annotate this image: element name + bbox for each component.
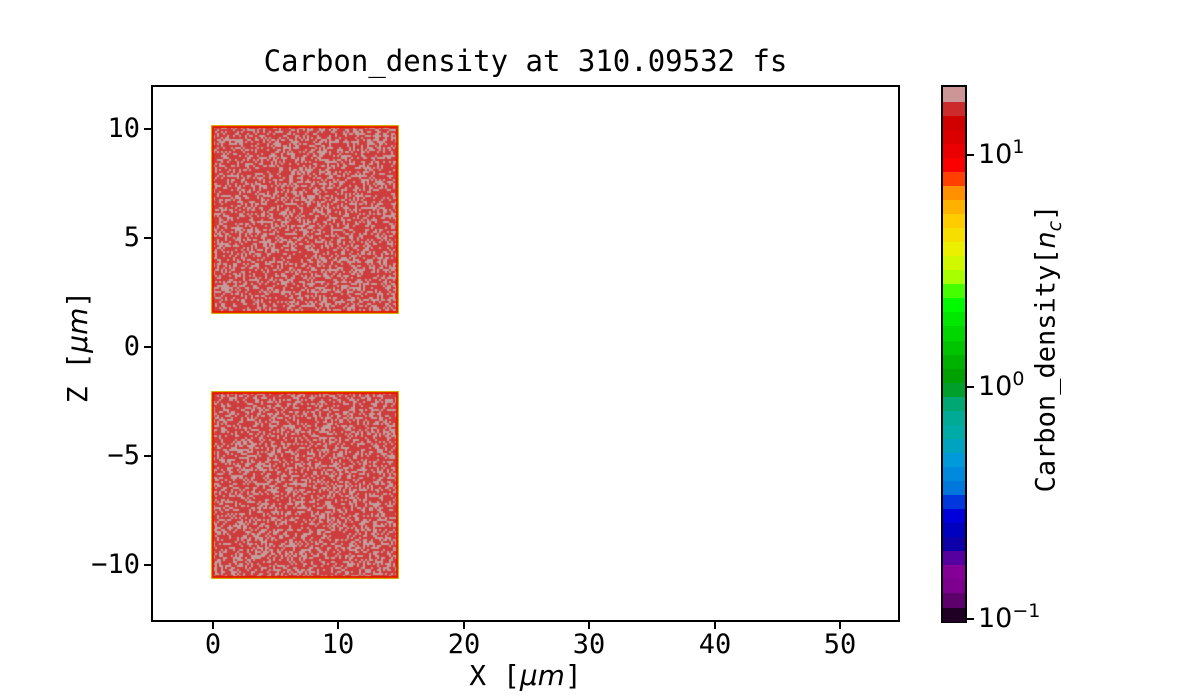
x-tick-label: 50 (823, 629, 857, 660)
colorbar-band (943, 606, 965, 622)
y-tick-label: 10 (107, 113, 140, 144)
x-axis-label-close: ] (564, 659, 582, 692)
x-axis-label-unit: μm (519, 659, 565, 692)
x-tick-label: 10 (321, 629, 355, 660)
colorbar-band (943, 382, 965, 397)
colorbar-band (943, 129, 965, 144)
x-axis-label: X [μm] (151, 658, 900, 694)
y-axis-label: Z [μm] (60, 197, 96, 497)
colorbar-band (943, 550, 965, 566)
colorbar-band (943, 143, 965, 158)
colorbar-band (943, 185, 965, 200)
colorbar-tick-mark (967, 618, 974, 620)
y-tick-mark (144, 346, 151, 348)
colorbar-label-close: ] (1030, 204, 1062, 221)
x-tick-mark (463, 622, 465, 629)
x-tick-mark (588, 622, 590, 629)
x-tick-label: 20 (447, 629, 481, 660)
colorbar-tick-label: 100 (978, 370, 1024, 404)
colorbar-label-symbol: n (1030, 231, 1062, 249)
y-tick-mark (144, 128, 151, 130)
colorbar-band (943, 424, 965, 439)
x-tick-label: 40 (698, 629, 732, 660)
colorbar-band (943, 592, 965, 608)
colorbar-band (943, 241, 965, 257)
y-axis-label-text: Z [ (61, 352, 94, 404)
colorbar-band (943, 87, 965, 102)
x-axis-label-text: X [ (469, 659, 520, 692)
colorbar-label: Carbon_density[nc] (1028, 169, 1066, 529)
colorbar-band (943, 101, 965, 116)
colorbar-band (943, 396, 965, 411)
colorbar-band (943, 255, 965, 271)
colorbar-band (943, 578, 965, 594)
colorbar-band (943, 115, 965, 130)
colorbar-band (943, 171, 965, 186)
colorbar-band (943, 227, 965, 243)
colorbar-band (943, 213, 965, 229)
x-tick-mark (839, 622, 841, 629)
colorbar-band (943, 283, 965, 299)
x-tick-label: 0 (204, 629, 222, 660)
colorbar-band (943, 466, 965, 482)
chart-title: Carbon_density at 310.09532 fs (263, 44, 788, 78)
colorbar-band (943, 508, 965, 524)
colorbar-band (943, 325, 965, 341)
colorbar-band (943, 564, 965, 580)
colorbar-tick-exponent: 0 (1012, 368, 1025, 390)
colorbar-tick-mark (967, 154, 974, 156)
colorbar-band (943, 452, 965, 467)
colorbar-band (943, 269, 965, 285)
y-tick-label: −10 (91, 549, 140, 580)
lower-slab-density-region (211, 391, 399, 579)
y-tick-mark (144, 455, 151, 457)
colorbar-band (943, 339, 965, 355)
colorbar-tick-base: 10 (978, 603, 1013, 634)
colorbar-band (943, 368, 965, 383)
y-tick-label: 0 (123, 331, 140, 362)
colorbar-band (943, 297, 965, 313)
colorbar-band (943, 311, 965, 327)
y-tick-label: −5 (107, 440, 140, 471)
y-axis-label-unit: μm (61, 307, 94, 353)
colorbar-tick-label: 101 (978, 138, 1024, 172)
colorbar-band (943, 522, 965, 538)
x-tick-mark (714, 622, 716, 629)
x-tick-label: 30 (572, 629, 606, 660)
colorbar-band (943, 536, 965, 552)
colorbar-band (943, 480, 965, 496)
y-tick-label: 5 (123, 222, 140, 253)
y-tick-mark (144, 237, 151, 239)
colorbar-band (943, 494, 965, 510)
upper-slab-density-region (211, 125, 399, 314)
colorbar-band (943, 410, 965, 425)
colorbar-tick-mark (967, 386, 974, 388)
colorbar-label-subscript: c (1043, 220, 1066, 232)
colorbar-band (943, 438, 965, 453)
x-tick-mark (337, 622, 339, 629)
colorbar-tick-exponent: −1 (1012, 600, 1041, 622)
colorbar-tick-base: 10 (978, 371, 1013, 402)
colorbar-tick-exponent: 1 (1012, 136, 1025, 158)
colorbar-band (943, 199, 965, 215)
y-tick-mark (144, 564, 151, 566)
colorbar (941, 85, 967, 623)
x-tick-mark (212, 622, 214, 629)
colorbar-label-text: Carbon_density[ (1030, 248, 1062, 493)
colorbar-band (943, 157, 965, 172)
colorbar-tick-label: 10−1 (978, 602, 1040, 636)
colorbar-tick-base: 10 (978, 139, 1013, 170)
colorbar-band (943, 354, 965, 369)
y-axis-label-close: ] (61, 290, 94, 308)
